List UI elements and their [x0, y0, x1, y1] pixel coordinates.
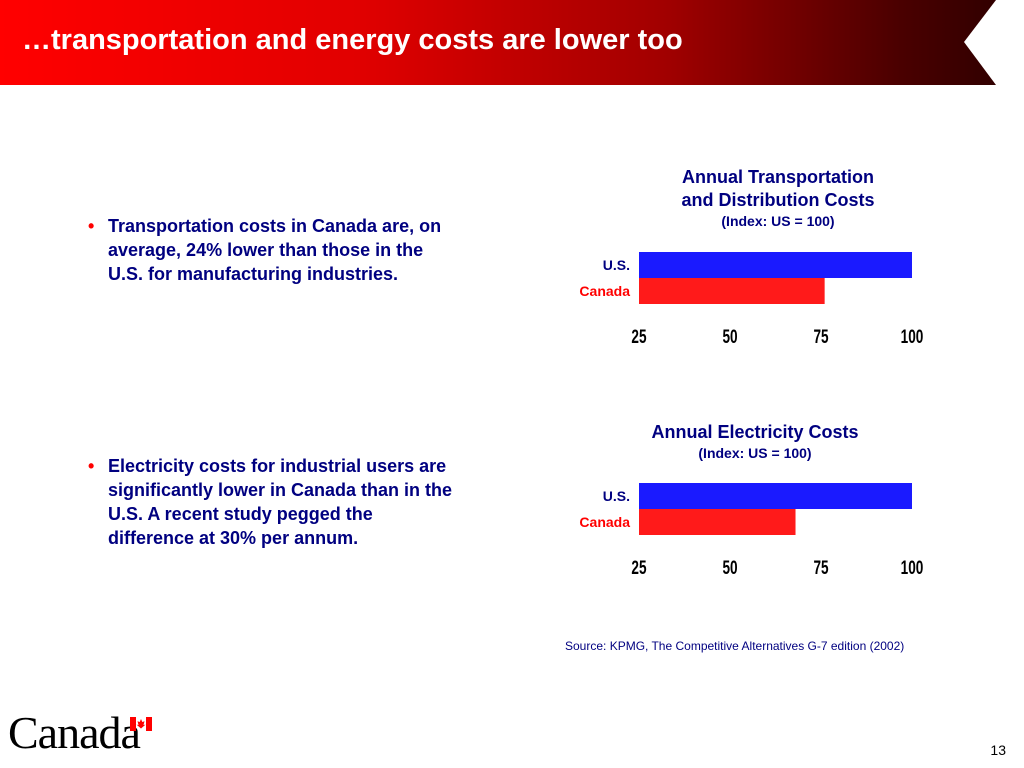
- slide-title: …transportation and energy costs are low…: [22, 24, 683, 56]
- x-tick-label: 100: [901, 326, 924, 348]
- chart-title-line: and Distribution Costs: [681, 190, 875, 210]
- chart-title-transportation: Annual Transportation and Distribution C…: [608, 166, 948, 230]
- bar-canada: [639, 509, 796, 535]
- chart-title-electricity: Annual Electricity Costs (Index: US = 10…: [585, 421, 925, 462]
- category-label: U.S.: [603, 257, 630, 273]
- bullet-transportation: • Transportation costs in Canada are, on…: [88, 214, 458, 286]
- bar-us: [639, 483, 912, 509]
- bar-canada: [639, 278, 825, 304]
- bar-us: [639, 252, 912, 278]
- x-tick-label: 50: [722, 557, 737, 579]
- category-label: U.S.: [603, 488, 630, 504]
- x-tick-label: 75: [813, 326, 828, 348]
- electricity-costs-chart: U.S. Canada 25 50 75 100: [579, 483, 924, 579]
- source-note: Source: KPMG, The Competitive Alternativ…: [565, 639, 905, 653]
- canada-wordmark: Canada: [8, 707, 141, 758]
- category-label: Canada: [579, 514, 630, 530]
- x-tick-label: 50: [722, 326, 737, 348]
- banner-notch: [964, 0, 1024, 85]
- x-tick-label: 25: [631, 557, 646, 579]
- bullet-electricity: • Electricity costs for industrial users…: [88, 454, 458, 550]
- chart-subtitle: (Index: US = 100): [721, 213, 835, 229]
- transportation-costs-chart: U.S. Canada 25 50 75 100: [579, 252, 924, 348]
- canada-flag-icon: [130, 717, 152, 731]
- bullet-marker: •: [88, 216, 95, 236]
- chart-title-line: Annual Electricity Costs: [651, 422, 859, 442]
- page-number: 13: [990, 742, 1006, 758]
- bullet-text: Transportation costs in Canada are, on a…: [108, 216, 442, 284]
- chart-title-line: Annual Transportation: [681, 167, 874, 187]
- x-tick-label: 100: [901, 557, 924, 579]
- bullet-marker: •: [88, 456, 95, 476]
- chart-subtitle: (Index: US = 100): [698, 445, 812, 461]
- title-banner: …transportation and energy costs are low…: [0, 0, 1024, 85]
- x-tick-label: 25: [631, 326, 646, 348]
- bullet-text: Electricity costs for industrial users a…: [108, 456, 453, 548]
- category-label: Canada: [579, 283, 630, 299]
- x-tick-label: 75: [813, 557, 828, 579]
